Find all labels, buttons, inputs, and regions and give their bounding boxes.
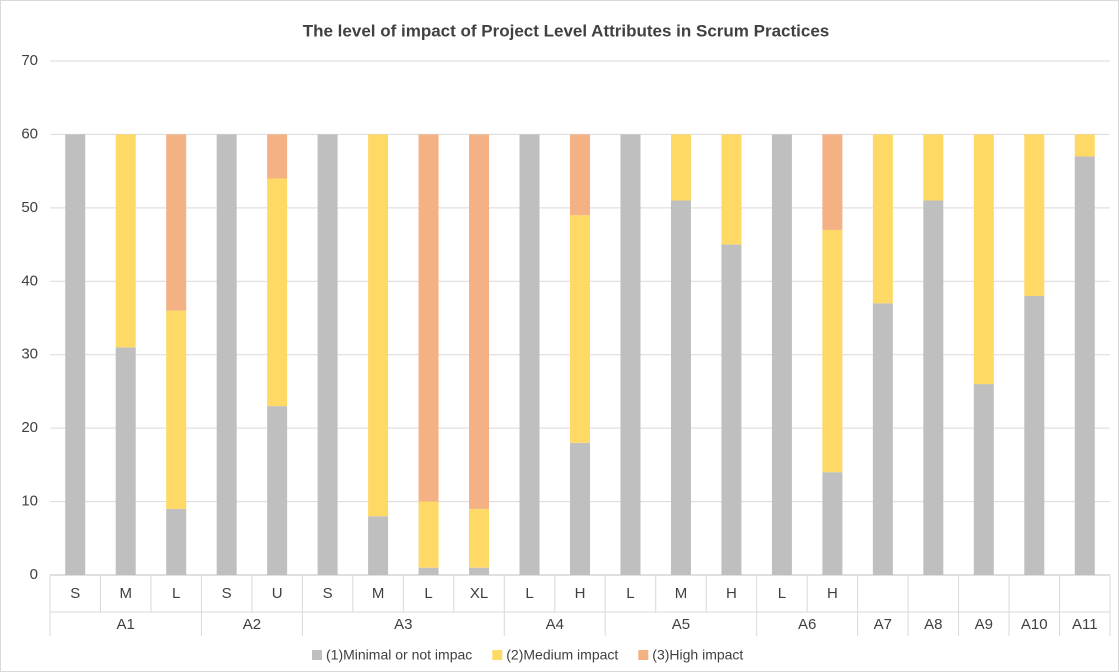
y-tick-label: 10: [21, 493, 38, 510]
y-tick-label: 50: [21, 199, 38, 216]
x-tick-label: M: [372, 585, 385, 602]
bar-segment: [418, 134, 439, 502]
bar-segment: [923, 134, 944, 201]
x-tick-label: M: [119, 585, 132, 602]
y-tick-label: 20: [21, 419, 38, 436]
bar-segment: [1074, 134, 1095, 157]
x-tick-label: L: [778, 585, 786, 602]
bar-segment: [670, 200, 691, 575]
bar-segment: [418, 501, 439, 568]
bar-segment: [872, 303, 893, 575]
group-label: A5: [672, 616, 690, 633]
legend-label: (2)Medium impact: [506, 647, 618, 663]
bar-segment: [721, 244, 742, 576]
bar-segment: [1024, 295, 1045, 575]
bar-segment: [923, 200, 944, 575]
bar-segment: [469, 134, 490, 509]
group-label: A6: [798, 616, 816, 633]
legend-label: (1)Minimal or not impac: [326, 647, 472, 663]
x-tick-label: M: [675, 585, 688, 602]
bar-segment: [469, 508, 490, 568]
bar-segment: [721, 134, 742, 245]
x-tick-label: L: [172, 585, 180, 602]
group-label: A8: [924, 616, 942, 633]
x-tick-label: L: [424, 585, 432, 602]
x-tick-label: XL: [470, 585, 488, 602]
bar-segment: [1074, 156, 1095, 575]
group-label: A4: [546, 616, 564, 633]
x-tick-label: H: [726, 585, 737, 602]
group-label: A11: [1072, 616, 1098, 633]
bar-segment: [368, 134, 389, 517]
legend-label: (3)High impact: [652, 647, 743, 663]
group-label: A10: [1021, 616, 1048, 633]
bar-segment: [1024, 134, 1045, 296]
legend-swatch: [492, 650, 503, 660]
bar-segment: [570, 215, 590, 443]
group-label: A9: [975, 616, 993, 633]
x-tick-label: S: [222, 585, 232, 602]
legend-swatch: [312, 650, 322, 660]
bar-segment: [267, 178, 288, 407]
bar-segment: [973, 384, 994, 575]
bar-segment: [822, 229, 843, 473]
bar-segment: [418, 567, 439, 575]
bar-segment: [166, 310, 187, 509]
bar-segment: [267, 406, 288, 575]
group-label: A1: [117, 616, 135, 633]
y-tick-label: 70: [21, 52, 38, 69]
bar-segment: [65, 134, 86, 575]
group-label: A7: [874, 616, 892, 633]
bar-segment: [115, 347, 136, 575]
bar-segment: [166, 134, 187, 311]
y-tick-label: 40: [21, 272, 38, 289]
bar-segment: [216, 134, 237, 575]
bar-segment: [570, 442, 590, 575]
chart-title: The level of impact of Project Level Att…: [303, 21, 830, 40]
bar-segment: [469, 567, 490, 575]
bar-segment: [973, 134, 994, 385]
bar-segment: [771, 134, 792, 575]
bar-segment: [166, 508, 187, 575]
group-label: A3: [394, 616, 412, 633]
x-tick-label: L: [626, 585, 634, 602]
x-tick-label: U: [272, 585, 283, 602]
bar-segment: [519, 134, 540, 575]
bar-segment: [115, 134, 136, 348]
y-tick-label: 30: [21, 346, 38, 363]
bar-segment: [267, 134, 288, 179]
bar-segment: [570, 134, 590, 216]
y-tick-label: 0: [30, 566, 38, 583]
bar-segment: [822, 134, 843, 230]
x-tick-label: S: [70, 585, 80, 602]
bar-segment: [317, 134, 338, 575]
bar-segment: [670, 134, 691, 201]
group-label: A2: [243, 616, 261, 633]
y-tick-label: 60: [21, 125, 38, 142]
x-tick-label: H: [575, 585, 586, 602]
legend-swatch: [638, 650, 649, 660]
x-tick-label: L: [525, 585, 533, 602]
bar-segment: [368, 516, 389, 575]
bar-segment: [822, 472, 843, 575]
x-tick-label: H: [827, 585, 838, 602]
bar-segment: [620, 134, 641, 575]
x-tick-label: S: [323, 585, 333, 602]
bar-segment: [872, 134, 893, 304]
